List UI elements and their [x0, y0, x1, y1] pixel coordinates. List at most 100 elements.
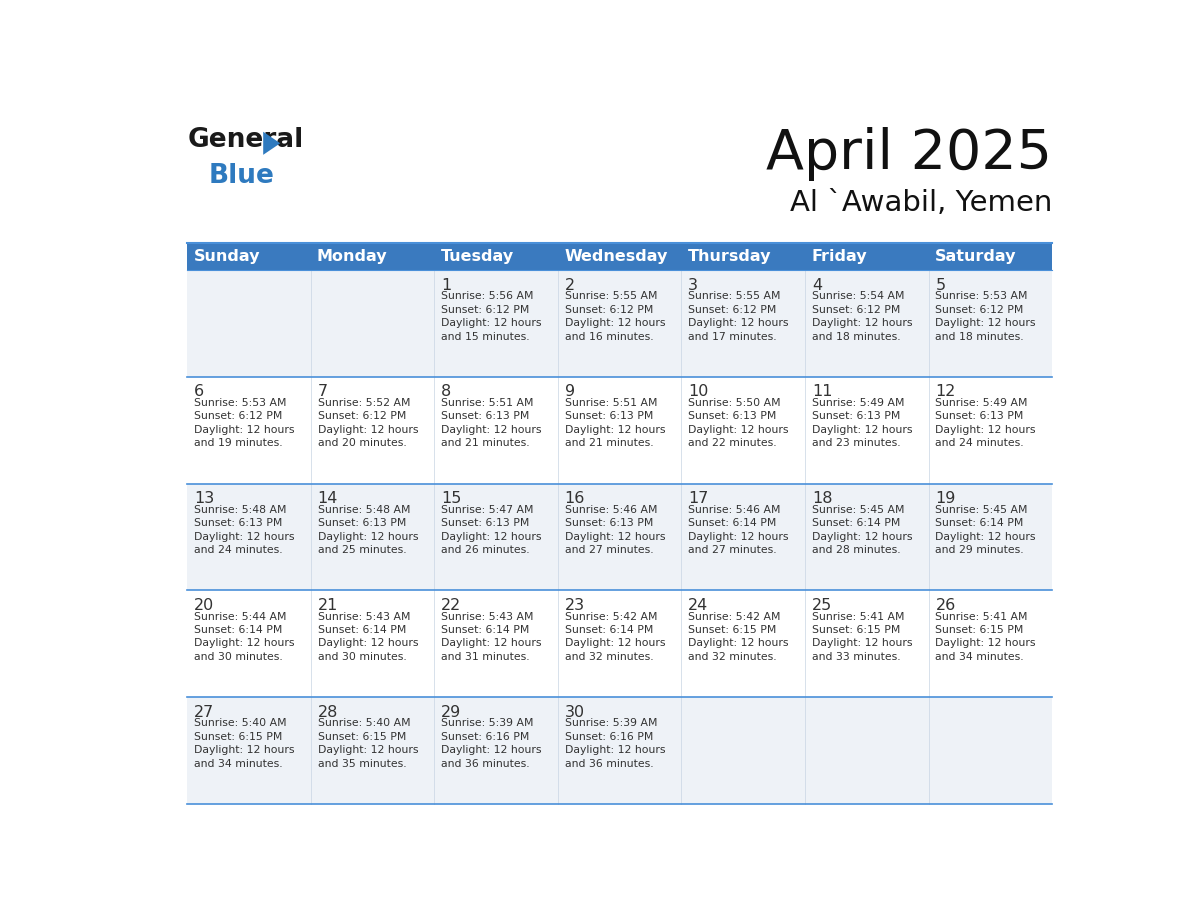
Text: Daylight: 12 hours: Daylight: 12 hours: [441, 425, 542, 435]
Text: and 21 minutes.: and 21 minutes.: [441, 438, 530, 448]
Text: Sunset: 6:15 PM: Sunset: 6:15 PM: [811, 625, 901, 635]
Text: Sunset: 6:14 PM: Sunset: 6:14 PM: [317, 625, 406, 635]
Text: 21: 21: [317, 598, 337, 613]
Text: and 24 minutes.: and 24 minutes.: [935, 438, 1024, 448]
Text: Sunday: Sunday: [194, 249, 260, 263]
Text: Sunrise: 5:44 AM: Sunrise: 5:44 AM: [194, 611, 286, 621]
Text: Daylight: 12 hours: Daylight: 12 hours: [688, 425, 789, 435]
Text: and 21 minutes.: and 21 minutes.: [564, 438, 653, 448]
Text: and 34 minutes.: and 34 minutes.: [194, 759, 283, 768]
Text: 4: 4: [811, 277, 822, 293]
Text: and 26 minutes.: and 26 minutes.: [441, 545, 530, 555]
Text: Daylight: 12 hours: Daylight: 12 hours: [935, 425, 1036, 435]
Text: 23: 23: [564, 598, 584, 613]
Text: 29: 29: [441, 705, 461, 720]
Text: Sunset: 6:16 PM: Sunset: 6:16 PM: [564, 732, 653, 742]
Text: Sunrise: 5:55 AM: Sunrise: 5:55 AM: [688, 291, 781, 301]
Text: Daylight: 12 hours: Daylight: 12 hours: [564, 318, 665, 328]
Text: Daylight: 12 hours: Daylight: 12 hours: [688, 638, 789, 648]
Text: Sunrise: 5:39 AM: Sunrise: 5:39 AM: [564, 718, 657, 728]
Text: 15: 15: [441, 491, 461, 506]
Text: Wednesday: Wednesday: [564, 249, 668, 263]
Text: and 28 minutes.: and 28 minutes.: [811, 545, 901, 555]
Text: Sunrise: 5:49 AM: Sunrise: 5:49 AM: [811, 397, 904, 408]
Text: and 18 minutes.: and 18 minutes.: [935, 331, 1024, 341]
Bar: [188, 376, 1053, 484]
Text: 27: 27: [194, 705, 214, 720]
Text: Sunrise: 5:55 AM: Sunrise: 5:55 AM: [564, 291, 657, 301]
Text: Sunrise: 5:40 AM: Sunrise: 5:40 AM: [317, 718, 410, 728]
Text: Sunset: 6:14 PM: Sunset: 6:14 PM: [811, 518, 901, 528]
Text: Sunset: 6:14 PM: Sunset: 6:14 PM: [564, 625, 653, 635]
Text: Sunset: 6:12 PM: Sunset: 6:12 PM: [935, 305, 1024, 315]
Text: and 36 minutes.: and 36 minutes.: [564, 759, 653, 768]
Text: Sunset: 6:13 PM: Sunset: 6:13 PM: [564, 518, 653, 528]
Text: Al `Awabil, Yemen: Al `Awabil, Yemen: [790, 189, 1053, 217]
Text: 10: 10: [688, 385, 709, 399]
Text: Sunset: 6:13 PM: Sunset: 6:13 PM: [317, 518, 406, 528]
Text: Sunrise: 5:47 AM: Sunrise: 5:47 AM: [441, 505, 533, 515]
Text: and 30 minutes.: and 30 minutes.: [317, 652, 406, 662]
Text: Daylight: 12 hours: Daylight: 12 hours: [317, 532, 418, 542]
Text: and 20 minutes.: and 20 minutes.: [317, 438, 406, 448]
Text: Sunrise: 5:48 AM: Sunrise: 5:48 AM: [194, 505, 286, 515]
Text: Daylight: 12 hours: Daylight: 12 hours: [441, 638, 542, 648]
Text: Sunrise: 5:50 AM: Sunrise: 5:50 AM: [688, 397, 781, 408]
Text: Sunrise: 5:56 AM: Sunrise: 5:56 AM: [441, 291, 533, 301]
Text: Sunset: 6:15 PM: Sunset: 6:15 PM: [194, 732, 283, 742]
Text: Sunset: 6:13 PM: Sunset: 6:13 PM: [688, 411, 777, 421]
Text: 17: 17: [688, 491, 709, 506]
Text: Daylight: 12 hours: Daylight: 12 hours: [935, 318, 1036, 328]
Text: and 32 minutes.: and 32 minutes.: [564, 652, 653, 662]
Text: 6: 6: [194, 385, 204, 399]
Text: Sunset: 6:12 PM: Sunset: 6:12 PM: [688, 305, 777, 315]
Text: and 30 minutes.: and 30 minutes.: [194, 652, 283, 662]
Bar: [188, 697, 1053, 804]
Text: Sunrise: 5:42 AM: Sunrise: 5:42 AM: [564, 611, 657, 621]
Text: and 24 minutes.: and 24 minutes.: [194, 545, 283, 555]
Text: Friday: Friday: [811, 249, 867, 263]
Text: Sunrise: 5:46 AM: Sunrise: 5:46 AM: [688, 505, 781, 515]
Text: Sunrise: 5:51 AM: Sunrise: 5:51 AM: [564, 397, 657, 408]
Text: and 27 minutes.: and 27 minutes.: [688, 545, 777, 555]
Text: and 35 minutes.: and 35 minutes.: [317, 759, 406, 768]
Text: 22: 22: [441, 598, 461, 613]
Text: Sunset: 6:16 PM: Sunset: 6:16 PM: [441, 732, 530, 742]
Text: and 18 minutes.: and 18 minutes.: [811, 331, 901, 341]
Bar: [188, 270, 1053, 376]
Text: Sunset: 6:13 PM: Sunset: 6:13 PM: [441, 518, 530, 528]
Text: Daylight: 12 hours: Daylight: 12 hours: [194, 745, 295, 756]
Text: 25: 25: [811, 598, 832, 613]
Text: Sunrise: 5:52 AM: Sunrise: 5:52 AM: [317, 397, 410, 408]
Text: and 23 minutes.: and 23 minutes.: [811, 438, 901, 448]
Text: Daylight: 12 hours: Daylight: 12 hours: [564, 638, 665, 648]
Text: Sunset: 6:12 PM: Sunset: 6:12 PM: [194, 411, 283, 421]
Text: Sunset: 6:13 PM: Sunset: 6:13 PM: [811, 411, 901, 421]
Text: 7: 7: [317, 385, 328, 399]
Text: Sunrise: 5:45 AM: Sunrise: 5:45 AM: [935, 505, 1028, 515]
Text: Saturday: Saturday: [935, 249, 1016, 263]
Text: Sunset: 6:14 PM: Sunset: 6:14 PM: [688, 518, 777, 528]
Text: Sunrise: 5:48 AM: Sunrise: 5:48 AM: [317, 505, 410, 515]
Text: Tuesday: Tuesday: [441, 249, 513, 263]
Text: Sunrise: 5:46 AM: Sunrise: 5:46 AM: [564, 505, 657, 515]
Text: Daylight: 12 hours: Daylight: 12 hours: [194, 532, 295, 542]
Text: Sunset: 6:12 PM: Sunset: 6:12 PM: [317, 411, 406, 421]
Text: Sunrise: 5:39 AM: Sunrise: 5:39 AM: [441, 718, 533, 728]
Text: Daylight: 12 hours: Daylight: 12 hours: [811, 318, 912, 328]
Text: Sunset: 6:13 PM: Sunset: 6:13 PM: [441, 411, 530, 421]
Text: Sunset: 6:15 PM: Sunset: 6:15 PM: [935, 625, 1024, 635]
Text: and 25 minutes.: and 25 minutes.: [317, 545, 406, 555]
Text: and 32 minutes.: and 32 minutes.: [688, 652, 777, 662]
Text: Sunrise: 5:43 AM: Sunrise: 5:43 AM: [317, 611, 410, 621]
Text: Sunset: 6:12 PM: Sunset: 6:12 PM: [441, 305, 530, 315]
Text: and 29 minutes.: and 29 minutes.: [935, 545, 1024, 555]
Text: 2: 2: [564, 277, 575, 293]
Text: Sunrise: 5:40 AM: Sunrise: 5:40 AM: [194, 718, 286, 728]
Text: and 15 minutes.: and 15 minutes.: [441, 331, 530, 341]
Text: Sunrise: 5:41 AM: Sunrise: 5:41 AM: [935, 611, 1028, 621]
Text: and 17 minutes.: and 17 minutes.: [688, 331, 777, 341]
Text: 11: 11: [811, 385, 833, 399]
Text: and 19 minutes.: and 19 minutes.: [194, 438, 283, 448]
Text: and 27 minutes.: and 27 minutes.: [564, 545, 653, 555]
